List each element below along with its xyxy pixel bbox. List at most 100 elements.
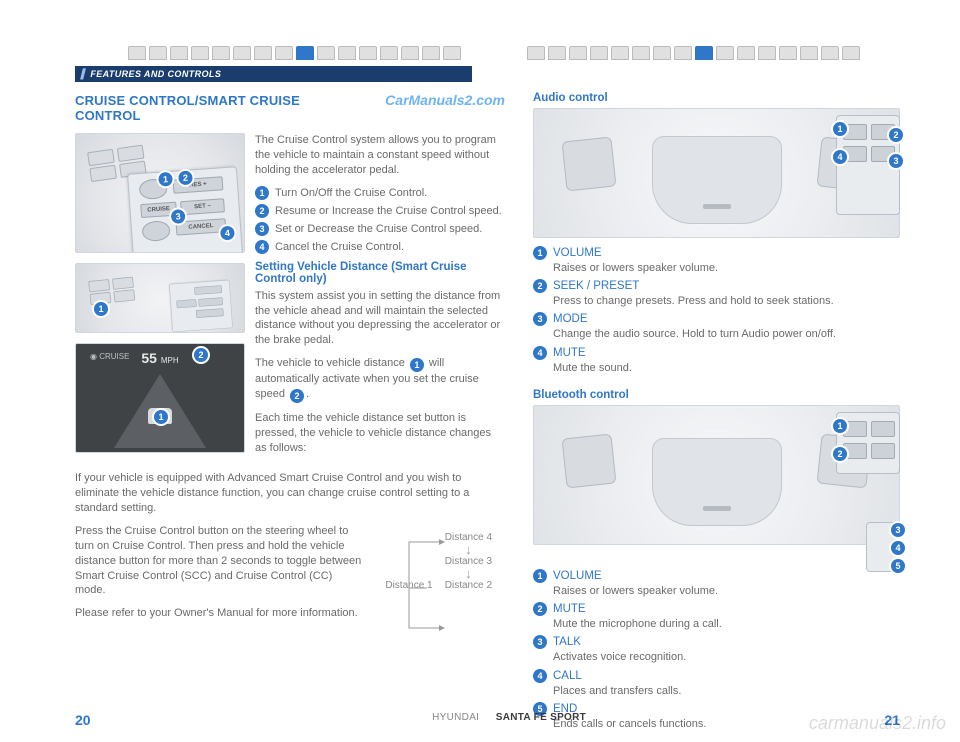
tab-icon xyxy=(254,46,272,60)
tab-icon xyxy=(401,46,419,60)
tab-icon xyxy=(779,46,797,60)
tab-icon xyxy=(632,46,650,60)
item-3-icon: 3 xyxy=(533,312,547,326)
tab-icon xyxy=(758,46,776,60)
audio-def: Change the audio source. Hold to turn Au… xyxy=(553,328,836,340)
bluetooth-list: 1VOLUMERaises or lowers speaker volume. … xyxy=(533,569,900,731)
callout-4-icon: 4 xyxy=(833,150,847,164)
page-number-left: 20 xyxy=(75,712,91,728)
inline-1-icon: 1 xyxy=(410,358,424,372)
page: FEATURES AND CONTROLS CRUISE CONTROL/SMA… xyxy=(0,0,960,742)
bt-term: MUTE xyxy=(553,603,586,615)
bt-zoom-top: 1 2 xyxy=(836,412,900,474)
zoom-key-set: SET – xyxy=(180,198,225,215)
right-column: Audio control 1 2 4 3 1VOLUMERaises or l… xyxy=(533,92,900,706)
cruise-steps: 1 Turn On/Off the Cruise Control. 2 Resume… xyxy=(255,186,505,255)
callout-3-icon: 3 xyxy=(889,154,903,168)
bt-def: Places and transfers calls. xyxy=(553,685,681,697)
tab-icon xyxy=(674,46,692,60)
item-4-icon: 4 xyxy=(533,669,547,683)
bluetooth-illustration: 1 2 3 4 5 xyxy=(533,405,900,545)
tab-row-left xyxy=(128,46,461,60)
watermark-top: CarManuals2.com xyxy=(385,92,505,108)
key-res xyxy=(117,145,145,162)
audio-def: Raises or lowers speaker volume. xyxy=(553,262,718,274)
key-cruise xyxy=(87,149,115,166)
cruise-title: CRUISE CONTROL/SMART CRUISE CONTROL xyxy=(75,93,367,123)
callout-3-icon: 3 xyxy=(891,523,905,537)
hud-illustration: ◉ CRUISE 55 MPH 1 2 xyxy=(75,343,245,453)
step-text: Turn On/Off the Cruise Control. xyxy=(275,187,427,199)
tab-icon xyxy=(527,46,545,60)
callout-1-icon: 1 xyxy=(154,410,168,424)
callout-1-icon: 1 xyxy=(833,419,847,433)
distance-label: Distance 1 xyxy=(385,580,432,591)
callout-2-icon: 2 xyxy=(194,348,208,362)
item-1-icon: 1 xyxy=(533,246,547,260)
audio-illustration: 1 2 4 3 xyxy=(533,108,900,238)
audio-term: MODE xyxy=(553,313,588,325)
item-2-icon: 2 xyxy=(533,279,547,293)
left-column: CRUISE CONTROL/SMART CRUISE CONTROL CarM… xyxy=(75,92,505,706)
step-1-icon: 1 xyxy=(255,186,269,200)
content: CRUISE CONTROL/SMART CRUISE CONTROL CarM… xyxy=(75,92,900,706)
scc-illustration: 1 xyxy=(75,263,245,333)
item-1-icon: 1 xyxy=(533,569,547,583)
brand-label: HYUNDAI xyxy=(432,712,479,723)
bt-def: Raises or lowers speaker volume. xyxy=(553,585,718,597)
wide-text-block: If your vehicle is equipped with Advance… xyxy=(75,471,505,621)
tab-icon xyxy=(422,46,440,60)
item-4-icon: 4 xyxy=(533,346,547,360)
tab-icon xyxy=(716,46,734,60)
down-arrow-icon: ↓ xyxy=(435,567,501,580)
tab-icon xyxy=(380,46,398,60)
tab-icon xyxy=(548,46,566,60)
tab-icon-active xyxy=(695,46,713,60)
item-2-icon: 2 xyxy=(533,602,547,616)
bt-def: Mute the microphone during a call. xyxy=(553,618,722,630)
step-4-icon: 4 xyxy=(255,240,269,254)
item-3-icon: 3 xyxy=(533,635,547,649)
tab-icon xyxy=(443,46,461,60)
hud-speed: 55 MPH xyxy=(76,350,244,366)
cruise-zoom: RES + CRUISE SET – CANCEL 1 2 3 4 xyxy=(127,166,243,253)
scc-paragraph: This system assist you in setting the di… xyxy=(255,289,505,348)
down-arrow-icon: ↓ xyxy=(435,543,501,556)
bt-zoom-bottom: 3 4 5 xyxy=(866,522,900,572)
scc-paragraph: The vehicle to vehicle distance 1 will a… xyxy=(255,356,505,403)
audio-zoom: 1 2 4 3 xyxy=(836,115,900,215)
step-3-icon: 3 xyxy=(255,222,269,236)
audio-list: 1VOLUMERaises or lowers speaker volume. … xyxy=(533,246,900,375)
audio-term: VOLUME xyxy=(553,247,602,259)
callout-4-icon: 4 xyxy=(220,226,235,241)
callout-2-icon: 2 xyxy=(833,447,847,461)
distance-diagram: Distance 1 Distance 4 ↓ Distance 3 ↓ Dis… xyxy=(371,532,503,591)
step-text: Resume or Increase the Cruise Control sp… xyxy=(275,205,502,217)
bt-term: TALK xyxy=(553,636,581,648)
callout-1-icon: 1 xyxy=(158,172,173,187)
bt-term: CALL xyxy=(553,670,582,682)
scc-paragraph: Each time the vehicle distance set butto… xyxy=(255,411,505,456)
tab-icon xyxy=(338,46,356,60)
tab-icon xyxy=(128,46,146,60)
step-2-icon: 2 xyxy=(255,204,269,218)
bt-term: VOLUME xyxy=(553,570,602,582)
tab-icon xyxy=(212,46,230,60)
tab-icon xyxy=(317,46,335,60)
watermark-bottom: carmanuals2.info xyxy=(809,713,946,734)
bluetooth-heading: Bluetooth control xyxy=(533,389,900,401)
tab-icon xyxy=(737,46,755,60)
callout-4-icon: 4 xyxy=(891,541,905,555)
tab-icon xyxy=(149,46,167,60)
step-text: Cancel the Cruise Control. xyxy=(275,241,404,253)
tab-icon-active xyxy=(296,46,314,60)
audio-term: SEEK / PRESET xyxy=(553,280,639,292)
distance-label: Distance 2 xyxy=(435,580,501,591)
zoom-key xyxy=(141,220,170,242)
key-blank xyxy=(89,165,117,182)
scc-heading: Setting Vehicle Distance (Smart Cruise C… xyxy=(255,261,505,285)
callout-1-icon: 1 xyxy=(94,302,108,316)
tab-icon xyxy=(800,46,818,60)
section-header: FEATURES AND CONTROLS xyxy=(75,66,472,82)
tab-icon xyxy=(275,46,293,60)
